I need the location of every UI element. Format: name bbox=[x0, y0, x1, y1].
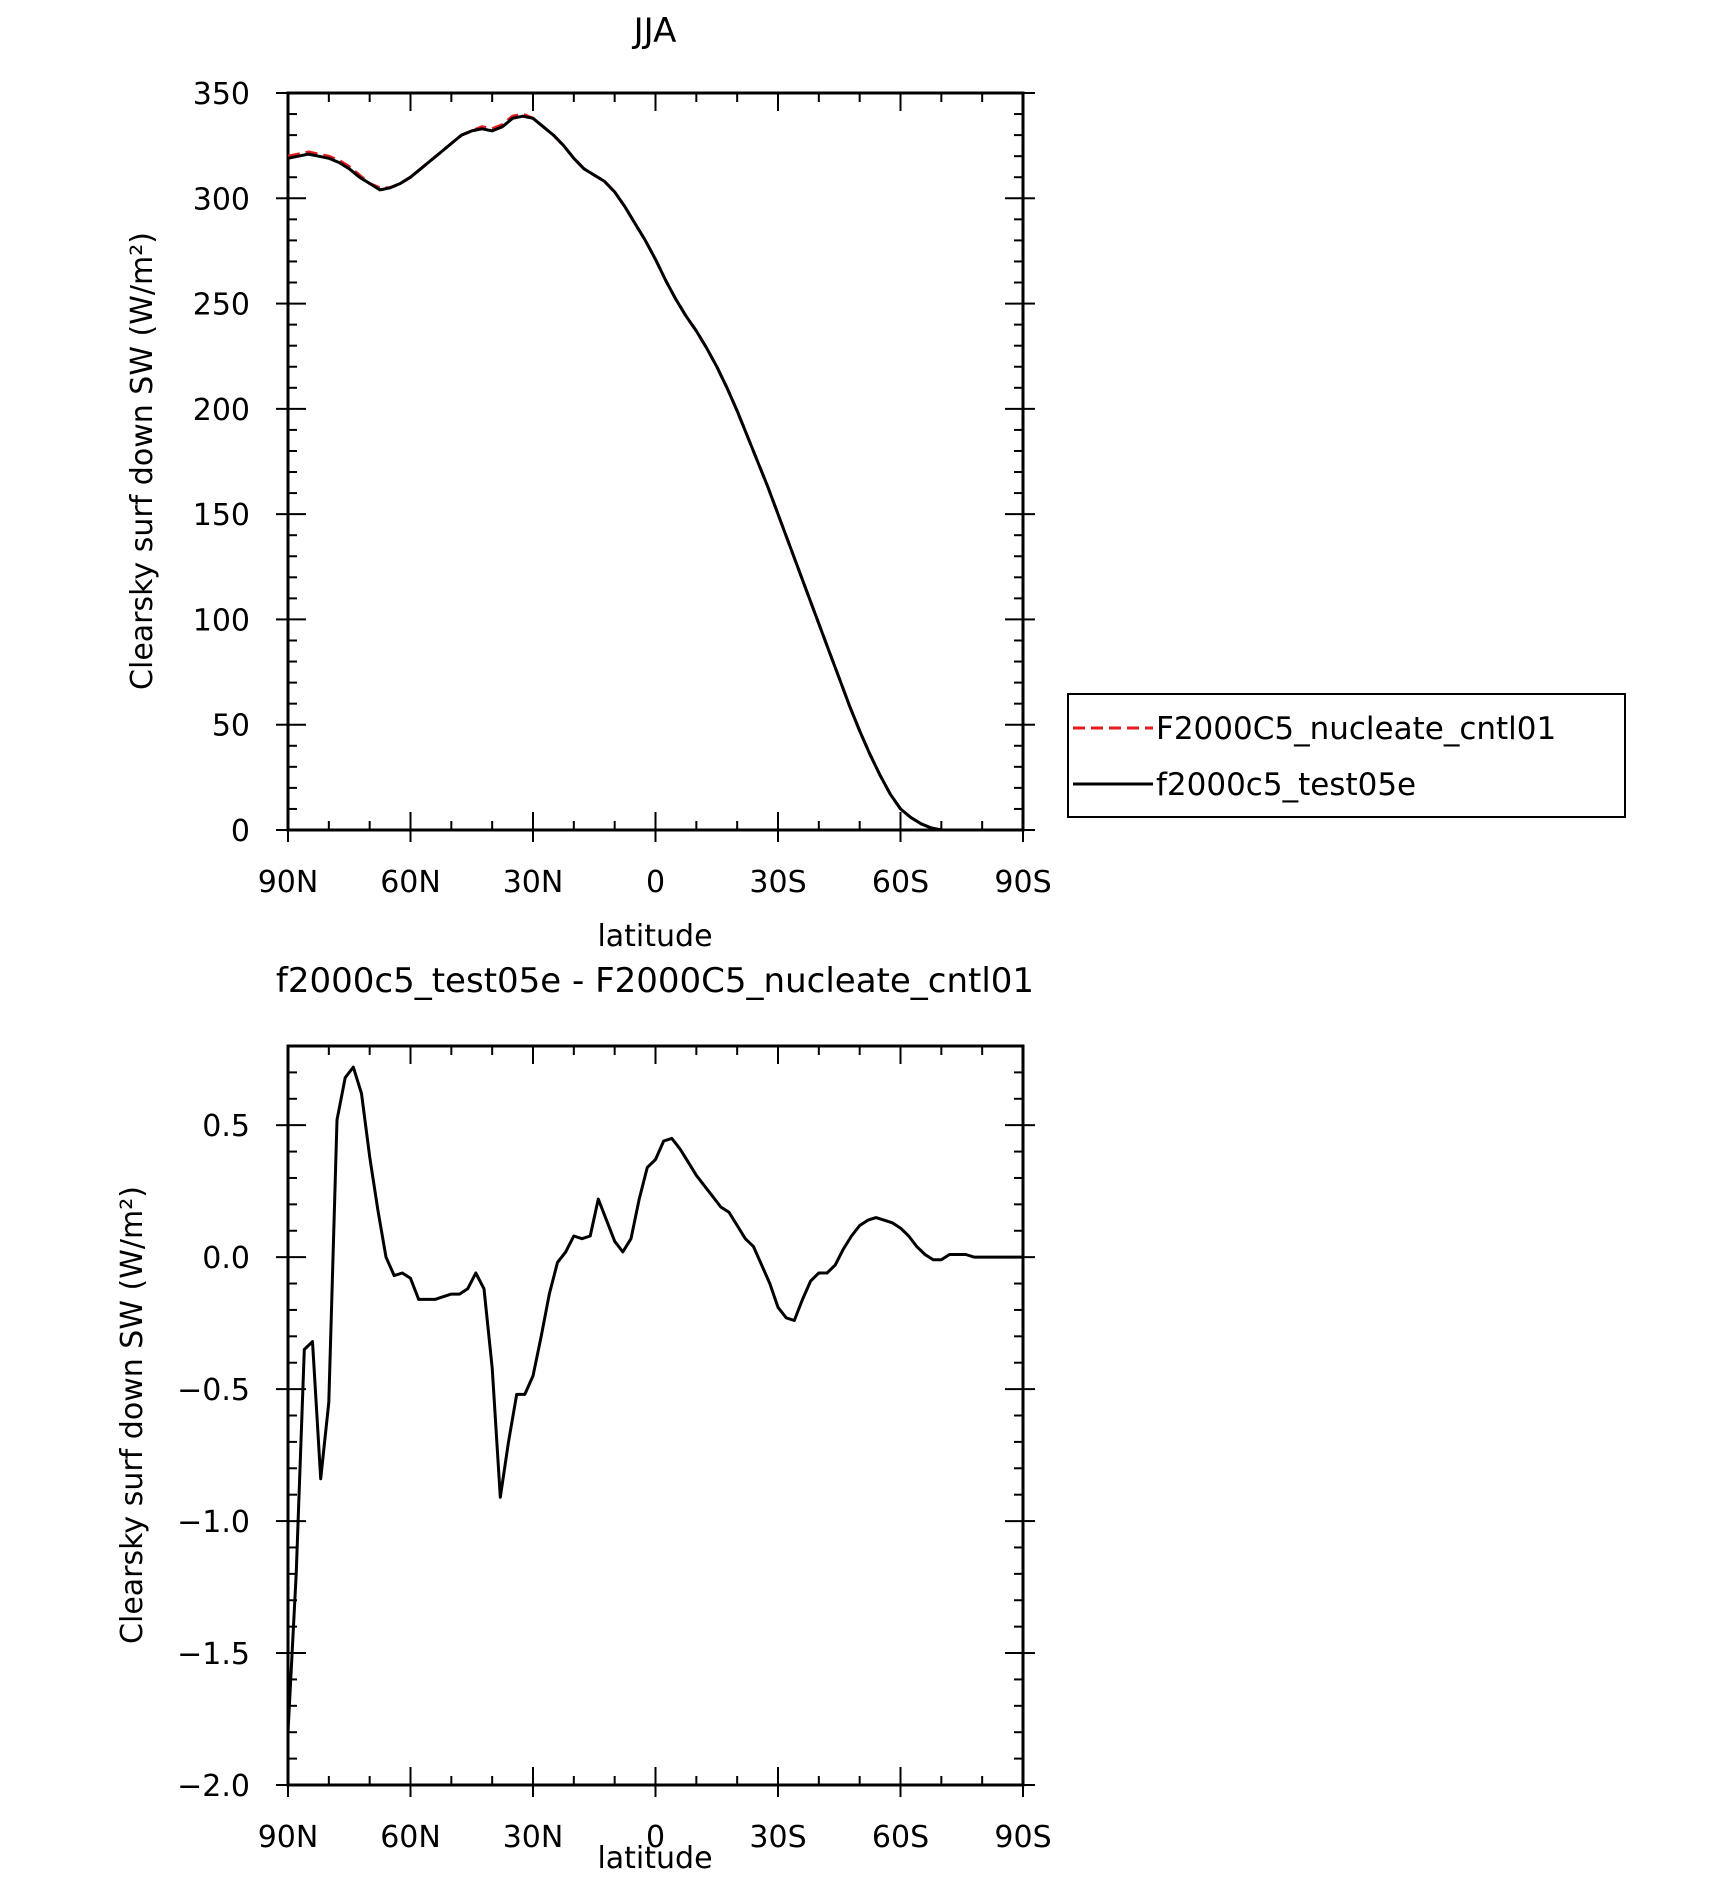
top-y-tick-label: 350 bbox=[193, 77, 250, 112]
top-y-tick-label: 100 bbox=[193, 603, 250, 638]
top-panel-title: JJA bbox=[632, 11, 677, 51]
bottom-y-axis-label: Clearsky surf down SW (W/m²) bbox=[115, 1186, 150, 1644]
legend-label-cntl01: F2000C5_nucleate_cntl01 bbox=[1156, 711, 1556, 747]
top-y-tick-label: 0 bbox=[231, 814, 250, 849]
bottom-x-tick-label: 0 bbox=[646, 1820, 665, 1855]
bottom-x-tick-label: 60N bbox=[380, 1820, 441, 1855]
bottom-y-tick-label: −2.0 bbox=[177, 1769, 250, 1804]
top-x-tick-label: 30S bbox=[749, 865, 806, 900]
top-series-lines bbox=[287, 112, 1023, 832]
bottom-x-tick-label: 30N bbox=[503, 1820, 564, 1855]
bottom-series-lines bbox=[286, 1065, 1023, 1733]
top-plot-frame bbox=[286, 91, 1025, 832]
bottom-x-tick-label: 90N bbox=[258, 1820, 319, 1855]
top-y-tick-label: 300 bbox=[193, 182, 250, 217]
top-x-tick-label: 0 bbox=[646, 865, 665, 900]
top-y-axis-label: Clearsky surf down SW (W/m²) bbox=[125, 232, 160, 690]
bottom-x-tick-label: 30S bbox=[749, 1820, 806, 1855]
top-y-tick-label: 150 bbox=[193, 498, 250, 533]
bottom-ticks: 90N 60N 30N 0 30S 60S 90S −2.0 −1.5 −1.0 −0.5 0.0 0.… bbox=[177, 1045, 1052, 1855]
bottom-x-tick-label: 90S bbox=[994, 1820, 1051, 1855]
bottom-x-axis-label: latitude bbox=[597, 1841, 712, 1876]
top-x-tick-label: 30N bbox=[503, 865, 564, 900]
top-y-tick-label: 250 bbox=[193, 288, 250, 323]
top-y-tick-label: 50 bbox=[212, 709, 250, 744]
legend-box bbox=[1067, 693, 1626, 818]
bottom-y-tick-label: −1.0 bbox=[177, 1505, 250, 1540]
bottom-x-tick-label: 60S bbox=[872, 1820, 929, 1855]
bottom-panel-title: f2000c5_test05e - F2000C5_nucleate_cntl0… bbox=[276, 961, 1034, 1001]
top-x-axis-label: latitude bbox=[597, 919, 712, 954]
top-series-line-f2000c5-test05e bbox=[287, 114, 1023, 832]
bottom-y-tick-label: 0.0 bbox=[202, 1241, 250, 1276]
bottom-y-tick-label: 0.5 bbox=[202, 1109, 250, 1144]
bottom-series-line-difference bbox=[286, 1065, 1023, 1733]
top-x-tick-label: 90S bbox=[994, 865, 1051, 900]
top-series-line-f2000c5-nucleate-cntl01 bbox=[287, 112, 1023, 832]
top-ticks: 90N 60N 30N 0 30S 60S 90S 0 50 100 150 200 250 300 350 bbox=[193, 77, 1052, 900]
top-panel: JJA 90N 60N 30N 0 30S 60S 90S 0 50 100 150 200 250 30… bbox=[125, 11, 1052, 954]
bottom-y-tick-label: −1.5 bbox=[177, 1637, 250, 1672]
top-x-tick-label: 60S bbox=[872, 865, 929, 900]
top-y-tick-label: 200 bbox=[193, 393, 250, 428]
bottom-y-tick-label: −0.5 bbox=[177, 1373, 250, 1408]
top-x-tick-label: 60N bbox=[380, 865, 441, 900]
legend-label-test05e: f2000c5_test05e bbox=[1156, 767, 1416, 803]
bottom-panel: f2000c5_test05e - F2000C5_nucleate_cntl0… bbox=[115, 961, 1052, 1876]
legend: F2000C5_nucleate_cntl01 f2000c5_test05e bbox=[1067, 693, 1626, 818]
top-x-tick-label: 90N bbox=[258, 865, 319, 900]
